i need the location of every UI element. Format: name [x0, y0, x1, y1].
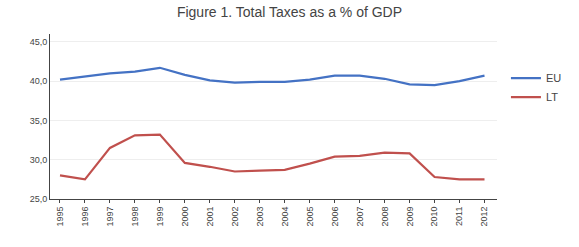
svg-text:2007: 2007 [355, 207, 365, 227]
svg-text:40,0: 40,0 [30, 76, 48, 86]
svg-text:2009: 2009 [405, 207, 415, 227]
svg-text:1999: 1999 [155, 207, 165, 227]
svg-text:EU: EU [546, 72, 561, 84]
svg-text:2004: 2004 [280, 207, 290, 227]
svg-text:2012: 2012 [479, 207, 489, 227]
svg-text:2001: 2001 [205, 207, 215, 227]
svg-text:25,0: 25,0 [30, 194, 48, 204]
svg-text:2010: 2010 [429, 207, 439, 227]
svg-text:Figure 1. Total Taxes as a % o: Figure 1. Total Taxes as a % of GDP [177, 4, 402, 20]
svg-text:2008: 2008 [380, 207, 390, 227]
svg-text:2006: 2006 [330, 207, 340, 227]
svg-text:2005: 2005 [305, 207, 315, 227]
svg-text:45,0: 45,0 [30, 37, 48, 47]
svg-text:1995: 1995 [55, 207, 65, 227]
svg-text:LT: LT [546, 91, 558, 103]
svg-text:35,0: 35,0 [30, 116, 48, 126]
svg-text:2002: 2002 [230, 207, 240, 227]
svg-text:2003: 2003 [255, 207, 265, 227]
svg-text:2011: 2011 [454, 207, 464, 226]
svg-text:1996: 1996 [80, 207, 90, 227]
svg-text:2000: 2000 [180, 207, 190, 227]
svg-text:1998: 1998 [130, 207, 140, 227]
svg-text:30,0: 30,0 [30, 155, 48, 165]
svg-text:1997: 1997 [105, 207, 115, 227]
